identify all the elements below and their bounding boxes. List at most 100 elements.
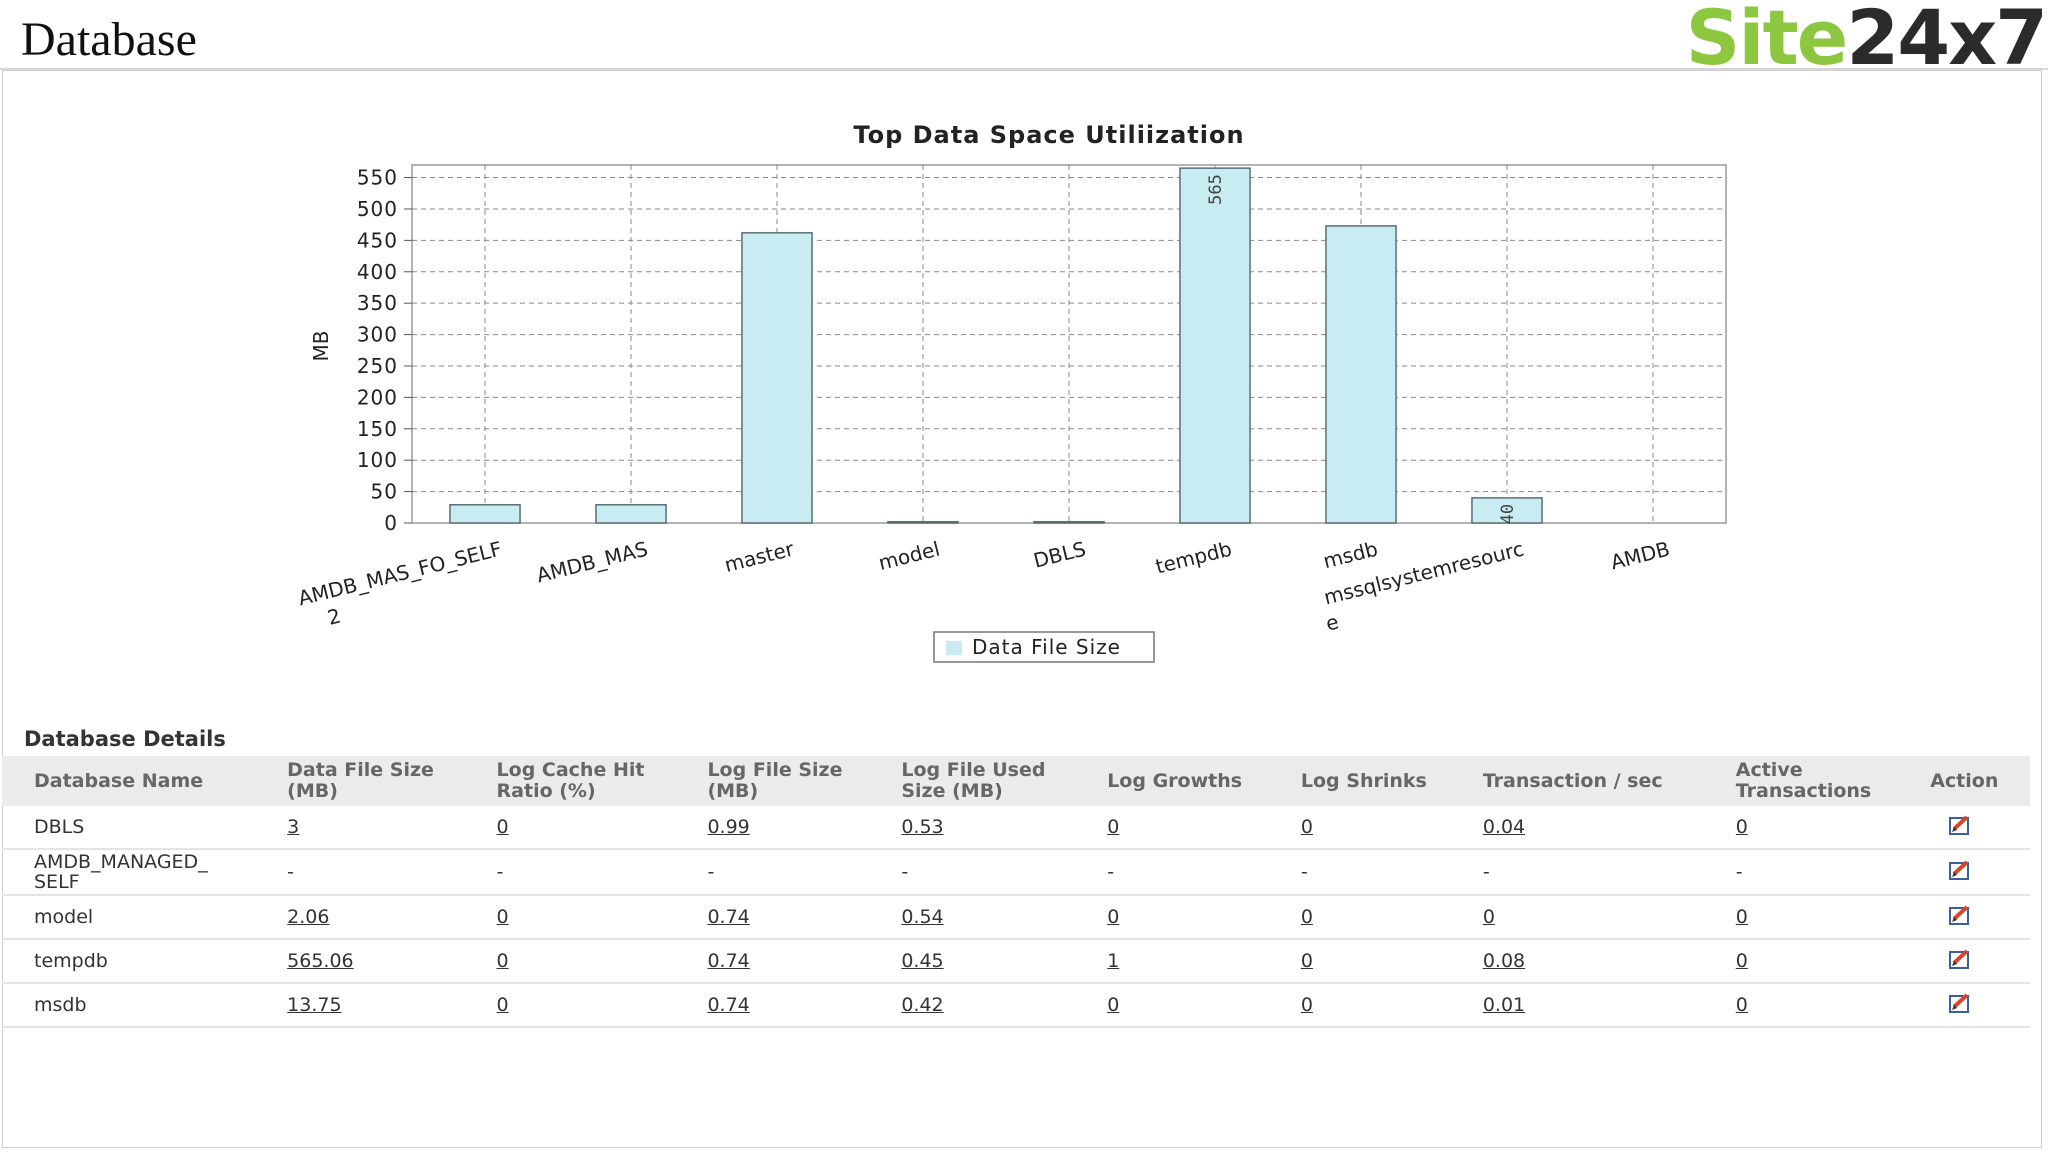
metric-value-cell: - bbox=[1101, 849, 1295, 896]
metric-value-cell[interactable]: 0.99 bbox=[701, 806, 896, 850]
edit-icon[interactable] bbox=[1948, 992, 1974, 1014]
database-name-text: SELF bbox=[34, 871, 80, 893]
edit-icon[interactable] bbox=[1948, 948, 1974, 970]
y-tick-label: 200 bbox=[357, 385, 398, 409]
bar bbox=[887, 520, 959, 524]
column-header: Log File Used Size (MB) bbox=[895, 756, 1102, 806]
metric-value-cell: - bbox=[1476, 849, 1730, 896]
y-tick-label: 550 bbox=[357, 166, 398, 190]
metric-value-cell[interactable]: 0 bbox=[1294, 983, 1477, 1028]
metric-value-cell[interactable]: 0 bbox=[1294, 939, 1477, 984]
table-row: tempdb 565.06 0 0.74 0.45 1 0 0.08 0 bbox=[2, 939, 2030, 984]
metric-value-cell[interactable]: 0 bbox=[490, 895, 702, 940]
table-row: AMDB_MANAGED_ SELF - - - - - - - - bbox=[2, 849, 2030, 896]
database-name-text: DBLS bbox=[34, 816, 85, 838]
edit-icon[interactable] bbox=[1948, 859, 1974, 881]
column-header: Transaction / sec bbox=[1476, 756, 1730, 806]
metric-value-cell[interactable]: 0 bbox=[1729, 895, 1925, 940]
column-header-text: Log Shrinks bbox=[1300, 769, 1427, 792]
y-tick-label: 500 bbox=[357, 197, 398, 221]
y-tick-label: 250 bbox=[357, 354, 398, 378]
metric-value-cell[interactable]: 0 bbox=[1101, 895, 1295, 940]
metric-value-cell: - bbox=[895, 849, 1102, 896]
legend-swatch bbox=[946, 641, 962, 655]
metric-value-cell[interactable]: 0.74 bbox=[701, 983, 896, 1028]
edit-icon[interactable] bbox=[1948, 904, 1974, 926]
x-tick-label: AMDB_MAS_FO_SELF2 bbox=[296, 537, 511, 636]
x-tick-label: msdb bbox=[1321, 537, 1380, 574]
database-name-text: model bbox=[34, 906, 94, 928]
metric-value-cell: - bbox=[490, 849, 702, 896]
legend-box bbox=[933, 631, 1155, 663]
metric-value-cell[interactable]: 0.74 bbox=[701, 939, 896, 984]
x-tick-label: model bbox=[876, 537, 942, 575]
metric-value-cell[interactable]: 0.04 bbox=[1476, 806, 1730, 850]
metric-value-cell[interactable]: 0 bbox=[1729, 939, 1925, 984]
column-header-text: Log File Size bbox=[707, 759, 843, 781]
table-row: DBLS 3 0 0.99 0.53 0 0 0.04 0 bbox=[2, 806, 2030, 850]
column-header-text: Transaction / sec bbox=[1482, 769, 1663, 792]
title-divider bbox=[0, 68, 2048, 70]
column-header: Log File Size (MB) bbox=[701, 756, 896, 806]
metric-value-cell: - bbox=[281, 849, 491, 896]
metric-value-cell[interactable]: 1 bbox=[1101, 939, 1295, 984]
table-body: DBLS 3 0 0.99 0.53 0 0 0.04 0 AMDB_MANAGED_ SELF - -… bbox=[2, 806, 2030, 1028]
metric-value-cell[interactable]: 0.42 bbox=[895, 983, 1102, 1028]
table-header-row: Database Name Data File Size (MB) Log Cache… bbox=[2, 756, 2030, 806]
metric-value-cell[interactable]: 0.08 bbox=[1476, 939, 1730, 984]
database-name-text: msdb bbox=[34, 994, 87, 1016]
x-tick-label: AMDB bbox=[1608, 537, 1672, 575]
y-tick-label: 350 bbox=[357, 291, 398, 315]
database-name-text: tempdb bbox=[34, 950, 108, 972]
data-space-chart: 0 50 100 150 200 250 300 350 400 450 500 550 565 40 AM… bbox=[296, 121, 1727, 663]
metric-value-cell[interactable]: 0.74 bbox=[701, 895, 896, 940]
metric-value-cell[interactable]: 3 bbox=[281, 806, 491, 850]
metric-value-cell[interactable]: 0.53 bbox=[895, 806, 1102, 850]
metric-value-cell[interactable]: 0.01 bbox=[1476, 983, 1730, 1028]
metric-value-cell: - bbox=[1729, 849, 1925, 896]
column-header: Active Transactions bbox=[1729, 756, 1925, 806]
metric-value-cell[interactable]: 0 bbox=[490, 939, 702, 984]
database-name-cell: model bbox=[2, 895, 282, 940]
metric-value-cell[interactable]: 0 bbox=[1101, 983, 1295, 1028]
metric-value-cell[interactable]: 0 bbox=[1101, 806, 1295, 850]
database-name-cell: AMDB_MANAGED_ SELF bbox=[2, 849, 282, 896]
database-name-cell: tempdb bbox=[2, 939, 282, 984]
metric-value-cell[interactable]: 0 bbox=[1729, 983, 1925, 1028]
column-header-text: Log Growths bbox=[1107, 769, 1243, 792]
legend-label: Data File Size bbox=[972, 635, 1121, 659]
y-tick-label: 50 bbox=[371, 480, 398, 504]
metric-value-cell[interactable]: 13.75 bbox=[281, 983, 491, 1028]
action-cell bbox=[1924, 983, 2030, 1028]
metric-value-cell[interactable]: 0 bbox=[1294, 895, 1477, 940]
y-axis-label: MB bbox=[309, 331, 333, 362]
details-section-title: Database Details bbox=[24, 727, 226, 751]
edit-icon[interactable] bbox=[1948, 814, 1974, 836]
column-header-text: Action bbox=[1930, 769, 1999, 792]
metric-value-cell[interactable]: 0 bbox=[1729, 806, 1925, 850]
column-header-text: Size (MB) bbox=[901, 780, 1003, 802]
metric-value-cell[interactable]: 0 bbox=[490, 983, 702, 1028]
bar bbox=[1033, 520, 1105, 524]
metric-value-cell[interactable]: 0 bbox=[490, 806, 702, 850]
column-header-text: (MB) bbox=[707, 780, 759, 802]
metric-value-cell[interactable]: 565.06 bbox=[281, 939, 491, 984]
metric-value-cell[interactable]: 0.45 bbox=[895, 939, 1102, 984]
metric-value-cell[interactable]: 0 bbox=[1294, 806, 1477, 850]
metric-value-cell[interactable]: 0.54 bbox=[895, 895, 1102, 940]
column-header-text: Data File Size bbox=[287, 759, 434, 781]
bar-data-label: 565 bbox=[1206, 174, 1226, 205]
action-cell bbox=[1924, 849, 2030, 896]
metric-value-cell[interactable]: 2.06 bbox=[281, 895, 491, 940]
metric-value-cell[interactable]: 0 bbox=[1476, 895, 1730, 940]
database-details-table: Database Name Data File Size (MB) Log Cache… bbox=[2, 756, 2030, 1028]
bar bbox=[449, 504, 521, 524]
database-name-cell: DBLS bbox=[2, 806, 282, 850]
column-header-text: Database Name bbox=[34, 769, 204, 792]
column-header: Database Name bbox=[2, 756, 282, 806]
x-tick-label: master bbox=[722, 536, 797, 577]
y-tick-label: 0 bbox=[384, 511, 398, 535]
action-cell bbox=[1924, 806, 2030, 850]
column-header-text: Log File Used bbox=[901, 759, 1046, 781]
action-cell bbox=[1924, 895, 2030, 940]
